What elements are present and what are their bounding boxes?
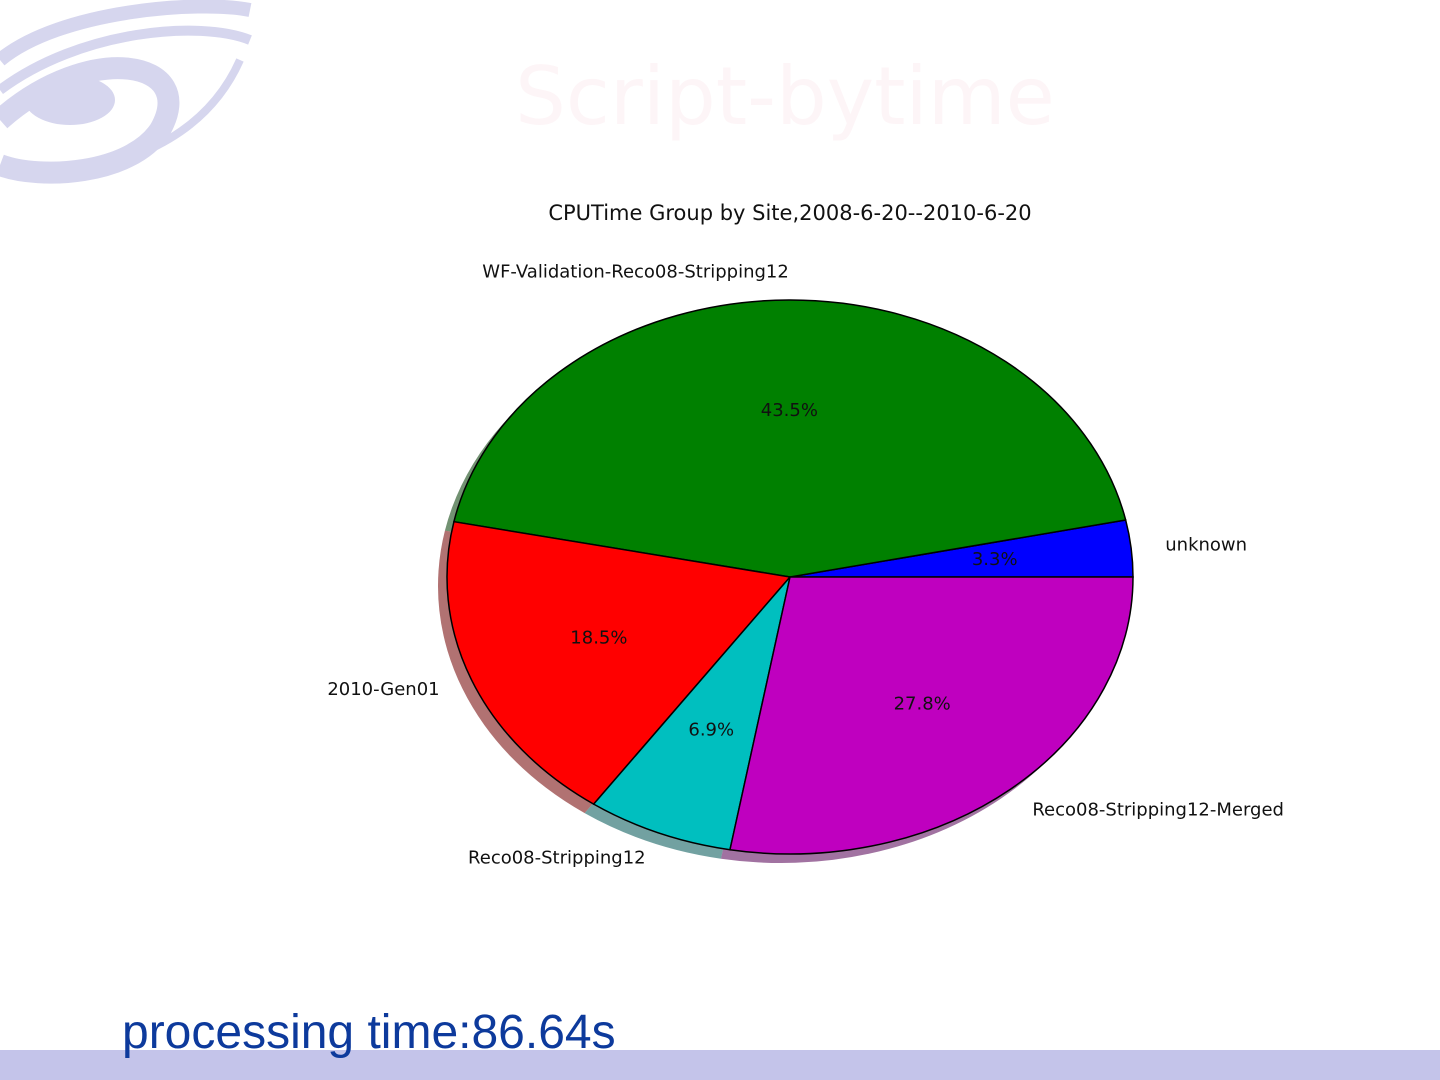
chart-title: CPUTime Group by Site,2008-6-20--2010-6-… xyxy=(548,201,1031,225)
pie: unknown 3.3% WF-Validation-Reco08-Strippin… xyxy=(327,261,1284,868)
slide-title: Script-bytime xyxy=(515,50,1055,143)
pct-label: 43.5% xyxy=(761,400,818,421)
slice xyxy=(446,520,792,806)
slice-label: WF-Validation-Reco08-Stripping12 xyxy=(482,261,789,282)
pct-label: 3.3% xyxy=(972,549,1018,570)
pct-label: 18.5% xyxy=(570,628,627,649)
pct-label: 27.8% xyxy=(894,693,951,714)
pct-label: 6.9% xyxy=(688,720,734,741)
slice-label: Reco08-Stripping12-Merged xyxy=(1032,800,1284,821)
slice-label: unknown xyxy=(1165,534,1247,555)
slice xyxy=(592,576,791,851)
slice-label: 2010-Gen01 xyxy=(327,679,439,700)
footer-bar xyxy=(0,1050,1440,1080)
footer-text: processing time:86.64s xyxy=(122,1006,616,1059)
slice xyxy=(452,299,1127,578)
slice xyxy=(729,576,1134,855)
slice-label: Reco08-Stripping12 xyxy=(468,848,646,869)
logo xyxy=(0,0,252,184)
